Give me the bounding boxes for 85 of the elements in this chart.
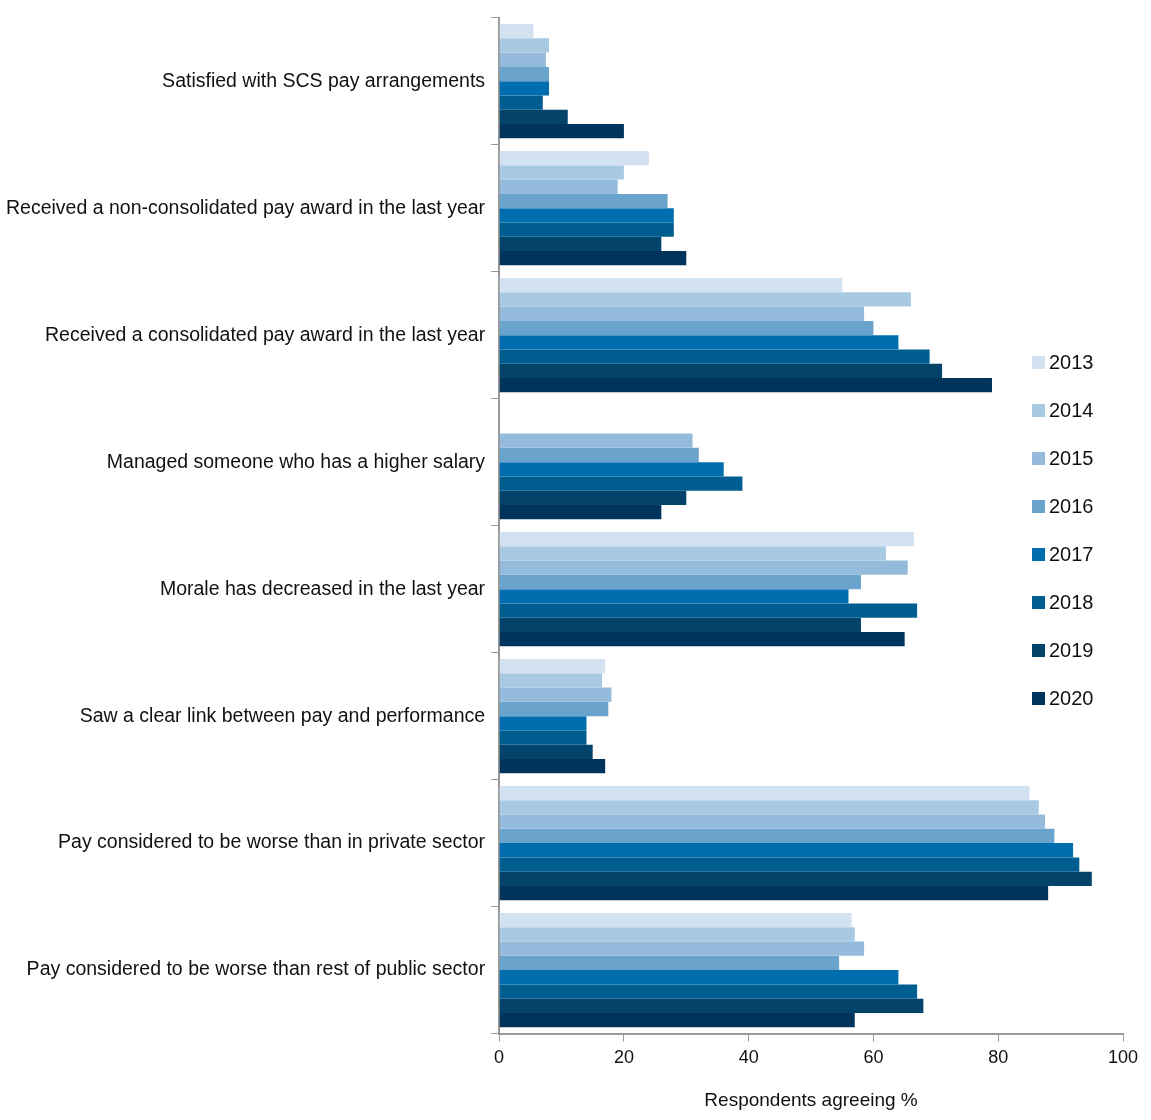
x-tick-label: 100 [1107, 1047, 1139, 1068]
bar [499, 912, 852, 928]
legend-label: 2017 [1049, 542, 1094, 566]
bar [499, 193, 668, 209]
bar [499, 95, 543, 110]
legend-label: 2019 [1049, 638, 1094, 662]
bar [499, 716, 587, 731]
bar [499, 632, 905, 647]
bar [499, 800, 1039, 815]
bar [499, 236, 662, 252]
x-tick-label: 0 [494, 1047, 505, 1068]
bar [499, 151, 649, 166]
bar [499, 222, 674, 237]
bar [499, 251, 687, 266]
bar [499, 744, 593, 759]
bar [499, 179, 618, 194]
y-tick-label: Received a non-consolidated pay award in the last year [6, 195, 486, 218]
bar [499, 363, 943, 379]
bar [499, 278, 843, 293]
bar [499, 505, 662, 520]
bar [499, 673, 603, 688]
bar [499, 378, 992, 393]
bar [499, 758, 606, 774]
x-tick-label: 20 [613, 1047, 634, 1068]
bar [499, 24, 534, 39]
bar [499, 970, 899, 985]
legend-label: 2014 [1049, 398, 1094, 422]
bar [499, 687, 612, 702]
bar [499, 574, 861, 590]
x-tick-label: 40 [738, 1047, 759, 1068]
bar [499, 38, 550, 53]
bar [499, 927, 855, 942]
bar [499, 871, 1092, 886]
bar [499, 603, 918, 618]
bar [499, 885, 1049, 901]
x-tick-label: 80 [988, 1047, 1009, 1068]
bar [499, 955, 840, 971]
bar [499, 349, 930, 364]
bar [499, 843, 1074, 858]
y-tick-label: Pay considered to be worse than in private sector [58, 830, 486, 853]
bar [499, 828, 1055, 844]
legend-label: 2013 [1049, 350, 1094, 374]
bar [499, 81, 550, 96]
bar [499, 476, 743, 491]
legend-label: 2016 [1049, 494, 1094, 518]
bar [499, 532, 914, 547]
bar [499, 320, 874, 336]
bar [499, 66, 550, 82]
bar [499, 814, 1046, 829]
bar [499, 998, 924, 1013]
bar [499, 1012, 855, 1028]
y-tick-label: Satisfied with SCS pay arrangements [162, 68, 486, 91]
bar [499, 701, 609, 717]
bar [499, 462, 724, 477]
bar [499, 617, 861, 632]
y-tick-label: Saw a clear link between pay and performance [79, 703, 486, 726]
bar [499, 941, 865, 956]
bar [499, 490, 687, 506]
bar [499, 857, 1080, 872]
y-tick-label: Received a consolidated pay award in the last year [45, 322, 486, 345]
legend-label: 2018 [1049, 590, 1094, 614]
bar [499, 447, 699, 463]
bar [499, 109, 568, 125]
bar [499, 208, 674, 223]
bar [499, 335, 899, 350]
bar [499, 730, 587, 745]
x-tick-label: 60 [863, 1047, 884, 1068]
bar [499, 984, 918, 999]
bar [499, 165, 624, 180]
bar [499, 658, 606, 674]
y-tick-label: Managed someone who has a higher salary [106, 449, 486, 472]
legend-label: 2020 [1049, 686, 1094, 710]
legend-label: 2015 [1049, 446, 1094, 470]
x-axis-title: Respondents agreeing % [704, 1088, 918, 1110]
bar [499, 560, 908, 575]
bar [499, 785, 1030, 801]
bar [499, 292, 911, 307]
bar [499, 546, 886, 561]
bar [499, 52, 546, 67]
y-tick-label: Pay considered to be worse than rest of public sector [26, 957, 486, 980]
bar [499, 124, 624, 139]
bar [499, 589, 849, 604]
y-tick-label: Morale has decreased in the last year [159, 576, 486, 599]
bar [499, 306, 865, 321]
bar [499, 433, 693, 448]
